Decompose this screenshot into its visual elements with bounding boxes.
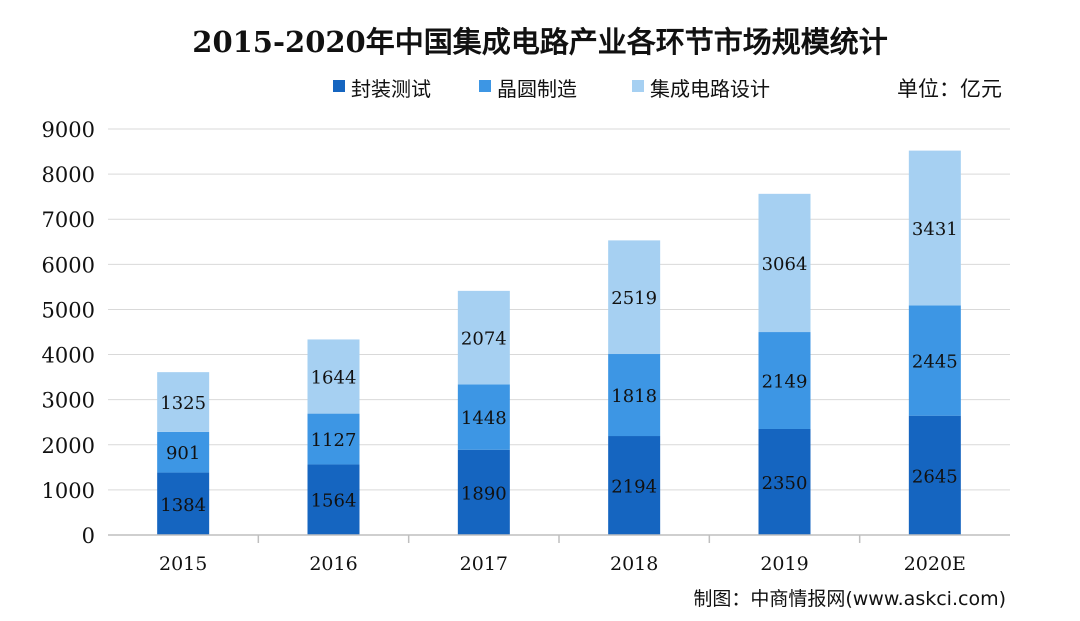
bar-segment — [908, 415, 961, 535]
legend: 封装测试 晶圆制造 集成电路设计 — [333, 77, 770, 101]
bar-segment — [758, 193, 811, 333]
legend-label: 晶圆制造 — [497, 77, 577, 101]
data-label: 2149 — [762, 372, 808, 393]
bar-segment — [608, 436, 661, 535]
bar-segment — [157, 372, 210, 432]
bar-segment — [457, 449, 510, 535]
data-label: 1448 — [461, 408, 507, 429]
y-axis: 0 1000 2000 3000 4000 5000 6000 7000 8000 9000 — [42, 118, 95, 548]
x-tick-label: 2020E — [904, 553, 966, 575]
bar-segment — [908, 150, 961, 306]
legend-swatch — [479, 80, 491, 92]
y-tick-label: 0 — [82, 524, 95, 548]
bars: 1384 901 1325 1564 1127 1644 1890 1448 2074 2194 1… — [157, 150, 961, 535]
bar-segment — [608, 354, 661, 437]
data-label: 2519 — [611, 288, 657, 309]
bar-segment — [307, 464, 360, 535]
y-tick-label: 3000 — [42, 389, 95, 413]
x-axis: 2015 2016 2017 2018 2019 2020E — [108, 534, 1010, 575]
data-label: 2074 — [461, 329, 507, 350]
y-tick-label: 5000 — [42, 298, 95, 322]
legend-swatch — [632, 80, 644, 92]
legend-label: 封装测试 — [351, 77, 431, 101]
data-label: 2350 — [762, 473, 808, 494]
bar-segment — [457, 384, 510, 450]
x-tick-label: 2017 — [460, 553, 508, 575]
data-label: 1564 — [311, 491, 357, 512]
bar-segment — [758, 332, 811, 429]
y-tick-label: 9000 — [42, 118, 95, 142]
y-tick-label: 1000 — [42, 479, 95, 503]
bar-segment — [307, 413, 360, 465]
bar-segment — [608, 240, 661, 355]
bar-segment — [908, 305, 961, 416]
y-tick-label: 4000 — [42, 344, 95, 368]
y-tick-label: 2000 — [42, 434, 95, 458]
y-tick-label: 6000 — [42, 253, 95, 277]
data-label: 3431 — [912, 219, 958, 240]
grid — [108, 128, 1010, 491]
data-label: 2445 — [912, 352, 958, 373]
legend-swatch — [333, 80, 345, 92]
bar-segment — [758, 428, 811, 535]
bar-segment — [157, 472, 210, 535]
data-label: 2645 — [912, 466, 958, 487]
y-tick-label: 8000 — [42, 163, 95, 187]
data-label: 1127 — [311, 430, 357, 451]
x-tick-label: 2016 — [309, 553, 357, 575]
data-label: 1644 — [311, 368, 357, 389]
chart-title: 2015-2020年中国集成电路产业各环节市场规模统计 — [192, 25, 887, 59]
data-label: 2194 — [611, 477, 657, 498]
bar-segment — [307, 339, 360, 414]
data-label: 1325 — [160, 393, 206, 414]
x-tick-label: 2019 — [760, 553, 808, 575]
data-label: 1384 — [160, 495, 206, 516]
source-label: 制图：中商情报网(www.askci.com) — [693, 588, 1006, 610]
data-label: 901 — [166, 443, 200, 464]
bar-segment — [457, 290, 510, 385]
y-tick-label: 7000 — [42, 208, 95, 232]
legend-label: 集成电路设计 — [650, 77, 770, 101]
data-label: 3064 — [762, 254, 808, 275]
x-tick-label: 2018 — [610, 553, 658, 575]
x-tick-label: 2015 — [159, 553, 207, 575]
data-label: 1818 — [611, 386, 657, 407]
data-label: 1890 — [461, 483, 507, 504]
bar-segment — [157, 431, 210, 473]
unit-label: 单位：亿元 — [897, 77, 1002, 101]
